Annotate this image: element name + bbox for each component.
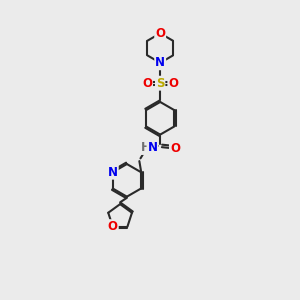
Text: N: N (148, 141, 158, 154)
Text: N: N (108, 166, 118, 179)
Text: N: N (155, 56, 165, 69)
Text: S: S (156, 77, 164, 90)
Text: O: O (108, 220, 118, 233)
Text: O: O (170, 142, 180, 155)
Text: O: O (155, 27, 165, 40)
Text: O: O (168, 77, 178, 90)
Text: H: H (141, 141, 151, 154)
Text: O: O (142, 77, 152, 90)
